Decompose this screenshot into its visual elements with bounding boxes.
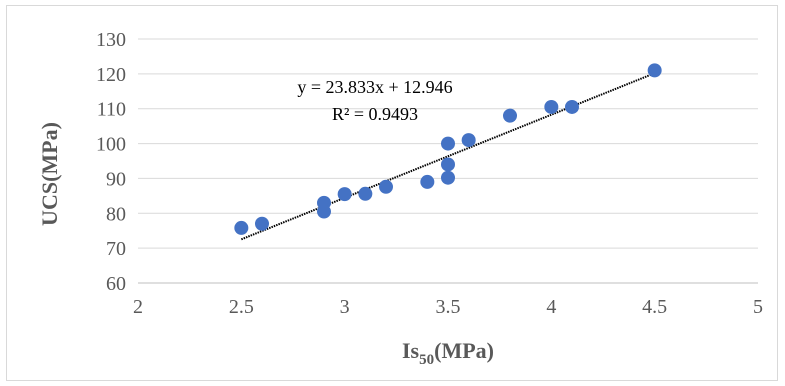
- data-point: [441, 136, 455, 151]
- y-tick-label: 130: [96, 29, 126, 51]
- data-point: [503, 108, 517, 123]
- trendline-layer: [240, 72, 656, 241]
- data-point: [358, 186, 373, 201]
- trendline-equation: y = 23.833x + 12.946: [297, 77, 452, 97]
- y-tick-label: 70: [106, 238, 126, 260]
- linear-trendline: [240, 72, 656, 241]
- data-point: [544, 99, 559, 114]
- y-tick-label: 90: [106, 168, 126, 190]
- y-tick-labels: 60 70 80 90 100 110 120 130: [96, 29, 126, 295]
- x-tick-label: 3: [340, 296, 350, 318]
- data-point: [255, 216, 269, 231]
- data-point: [379, 179, 393, 194]
- y-tick-label: 100: [96, 134, 126, 156]
- data-point: [317, 204, 331, 219]
- x-tick-labels: 2 2.5 3 3.5 4 4.5 5: [133, 296, 763, 318]
- x-tick-label: 3.5: [436, 296, 461, 318]
- y-tick-label: 80: [106, 203, 126, 225]
- x-tick-label: 2.5: [229, 296, 254, 318]
- y-tick-label: 120: [96, 64, 126, 86]
- x-axis-title: Is50(MPa): [402, 338, 494, 368]
- y-tick-label: 60: [106, 273, 126, 295]
- x-axis-title-unit: (MPa): [434, 338, 494, 363]
- data-point: [441, 170, 455, 185]
- data-point: [461, 133, 476, 148]
- x-tick-label: 5: [753, 296, 763, 318]
- y-tick-label: 110: [97, 99, 126, 121]
- data-point: [234, 220, 249, 235]
- data-point: [337, 187, 352, 202]
- x-tick-label: 4.5: [642, 296, 667, 318]
- y-axis-title: UCS(MPa): [37, 122, 62, 226]
- data-point: [441, 157, 455, 172]
- x-axis-title-main: Is: [402, 338, 420, 363]
- data-point: [647, 63, 662, 78]
- trendline-r-squared: R² = 0.9493: [332, 104, 418, 124]
- x-tick-label: 4: [546, 296, 556, 318]
- data-point: [420, 174, 435, 189]
- x-axis-title-subscript: 50: [419, 352, 434, 368]
- x-tick-label: 2: [133, 296, 143, 318]
- data-point: [565, 99, 579, 114]
- data-points: [234, 63, 662, 235]
